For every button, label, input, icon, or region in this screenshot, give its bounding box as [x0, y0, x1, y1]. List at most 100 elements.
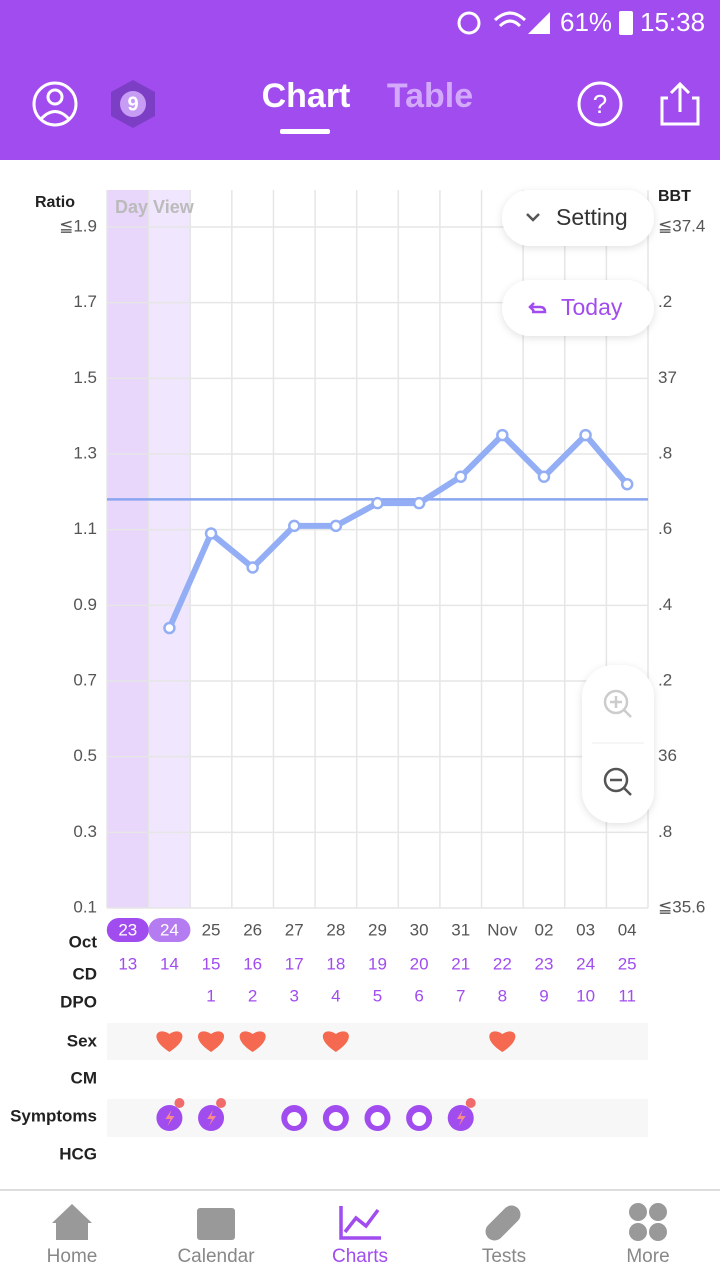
- bbt-point: [163, 621, 176, 635]
- today-button[interactable]: Today: [502, 280, 654, 336]
- dpo-value: 2: [248, 986, 257, 1005]
- zoom-panel: [582, 665, 654, 823]
- level-badge[interactable]: 9: [111, 80, 155, 128]
- bbt-point: [454, 470, 467, 483]
- y-tick-label: 1.5: [73, 368, 97, 387]
- today-label: Today: [561, 294, 623, 320]
- dpo-value: 7: [456, 986, 465, 1005]
- y2-tick-label: ≦37.4: [658, 216, 705, 235]
- x-tick-label: 03: [576, 920, 595, 939]
- share-button[interactable]: [660, 81, 700, 126]
- y-axis-title: Ratio: [35, 194, 75, 211]
- alarm-icon: [457, 11, 481, 35]
- cd-value: 21: [451, 954, 470, 973]
- tab-chart[interactable]: Chart: [262, 77, 351, 115]
- cd-value: 20: [410, 954, 429, 973]
- y2-tick-label: ≦35.6: [658, 897, 705, 916]
- day-highlight: [107, 190, 149, 908]
- bbt-point: [496, 428, 509, 442]
- row-band: [107, 1023, 648, 1060]
- y-tick-label: 0.1: [73, 897, 97, 916]
- home-icon: [52, 1204, 92, 1240]
- setting-label: Setting: [556, 204, 628, 230]
- x-tick-label: 30: [410, 920, 429, 939]
- bbt-point: [371, 496, 384, 510]
- y2-tick-label: .8: [658, 443, 672, 462]
- nav-label[interactable]: Calendar: [177, 1246, 255, 1267]
- app-bar: [0, 0, 720, 160]
- x-tick-label: 02: [535, 920, 554, 939]
- y2-tick-label: .6: [658, 519, 672, 538]
- zoom-out[interactable]: [603, 767, 632, 796]
- dpo-value: 4: [331, 986, 340, 1005]
- bbt-point: [620, 478, 634, 491]
- tab-table[interactable]: Table: [387, 77, 473, 115]
- setting-button[interactable]: Setting: [502, 190, 654, 246]
- row-label: CM: [71, 1068, 97, 1087]
- symptom-glyph: [287, 1112, 302, 1126]
- symptom-dot: [216, 1098, 227, 1108]
- nav-label[interactable]: Charts: [332, 1246, 388, 1267]
- sex-heart: [489, 1031, 516, 1052]
- battery-percent: 61%: [560, 7, 612, 37]
- sex-heart: [322, 1031, 349, 1052]
- row-label: DPO: [60, 992, 97, 1011]
- tab-indicator: [280, 129, 330, 134]
- bbt-point: [329, 519, 343, 533]
- bottom-nav: Home Calendar Charts Tests More: [47, 1203, 670, 1267]
- month-label: Oct: [69, 932, 98, 951]
- y2-tick-label: 37: [658, 368, 677, 387]
- help-button[interactable]: ?: [577, 81, 623, 127]
- x-tick-label: 24: [160, 920, 179, 939]
- dpo-value: 3: [290, 986, 299, 1005]
- view-label: Day View: [115, 197, 195, 217]
- signal-icon: [528, 12, 550, 34]
- row-label: Symptoms: [10, 1106, 97, 1125]
- cd-value: 25: [618, 954, 637, 973]
- row-label: CD: [72, 964, 97, 983]
- y2-axis-title: BBT: [658, 188, 691, 205]
- tests-icon: [485, 1205, 521, 1241]
- x-tick-label: Nov: [487, 920, 518, 939]
- more-icon: [629, 1203, 667, 1241]
- overlays: Day View Ratio BBT Setting Today: [35, 188, 691, 823]
- bbt-point: [412, 496, 426, 510]
- cd-value: 17: [285, 954, 304, 973]
- symptom-dot: [174, 1098, 185, 1108]
- y-tick-label: 0.3: [73, 822, 97, 841]
- dpo-value: 11: [618, 986, 636, 1005]
- sex-heart: [156, 1031, 183, 1052]
- calendar-icon: [197, 1208, 235, 1240]
- nav-label[interactable]: Home: [47, 1246, 98, 1267]
- y2-tick-label: .2: [658, 670, 672, 689]
- dpo-value: 1: [206, 986, 215, 1005]
- symptom-glyph: [328, 1112, 343, 1126]
- y-tick-label: 0.9: [73, 595, 97, 614]
- symptom-glyph: [456, 1110, 466, 1126]
- cd-value: 15: [202, 954, 221, 973]
- bbt-point: [204, 527, 218, 540]
- symptom-dot: [465, 1098, 476, 1108]
- profile-button[interactable]: [32, 81, 78, 127]
- bbt-point: [579, 428, 592, 442]
- symptom-glyph: [370, 1112, 385, 1126]
- row-label: HCG: [59, 1144, 97, 1163]
- wifi-icon: [493, 11, 527, 28]
- zoom-in[interactable]: [603, 689, 632, 718]
- nav-label[interactable]: More: [626, 1246, 669, 1267]
- battery-icon: [619, 11, 633, 35]
- nav-label[interactable]: Tests: [482, 1246, 526, 1267]
- y2-tick-label: .4: [658, 595, 672, 614]
- date-pill: [106, 918, 149, 942]
- x-tick-label: 29: [368, 920, 387, 939]
- date-pill: [148, 918, 191, 942]
- svg-text:?: ?: [593, 89, 607, 119]
- clock: 15:38: [640, 7, 705, 37]
- cd-value: 13: [118, 954, 137, 973]
- cd-value: 18: [326, 954, 345, 973]
- dpo-value: 8: [498, 986, 507, 1005]
- dpo-value: 9: [539, 986, 548, 1005]
- cd-value: 22: [493, 954, 512, 973]
- y-tick-label: ≦1.9: [59, 216, 97, 235]
